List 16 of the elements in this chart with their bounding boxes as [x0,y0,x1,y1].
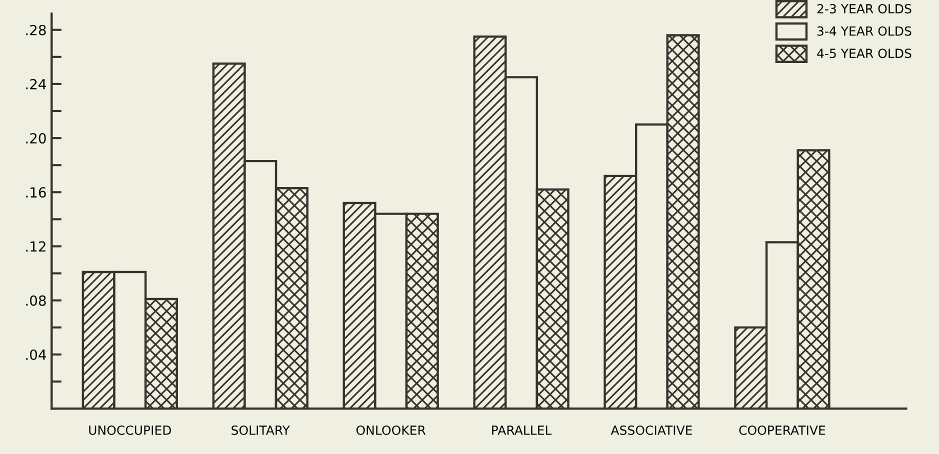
legend-label: 4-5 YEAR OLDS [817,48,912,58]
y-tick-label: .04 [26,349,46,360]
x-tick-label: SOLITARY [232,425,290,435]
y-tick-label: .28 [26,24,46,36]
x-tick-label: COOPERATIVE [739,425,826,435]
legend-label: 3-4 YEAR OLDS [817,26,912,36]
y-tick-label: .08 [26,295,46,306]
x-tick-label: ASSOCIATIVE [610,425,692,435]
y-tick-label: .12 [26,241,46,252]
legend-label: 2-3 YEAR OLDS [817,4,912,14]
y-tick-label: .24 [26,78,46,90]
y-tick-label: .16 [26,187,46,198]
x-tick-label: PARALLEL [492,426,552,435]
x-tick-label: ONLOOKER [356,425,426,435]
x-tick-label: UNOCCUPIED [89,425,172,435]
y-tick-label: .20 [26,133,46,144]
